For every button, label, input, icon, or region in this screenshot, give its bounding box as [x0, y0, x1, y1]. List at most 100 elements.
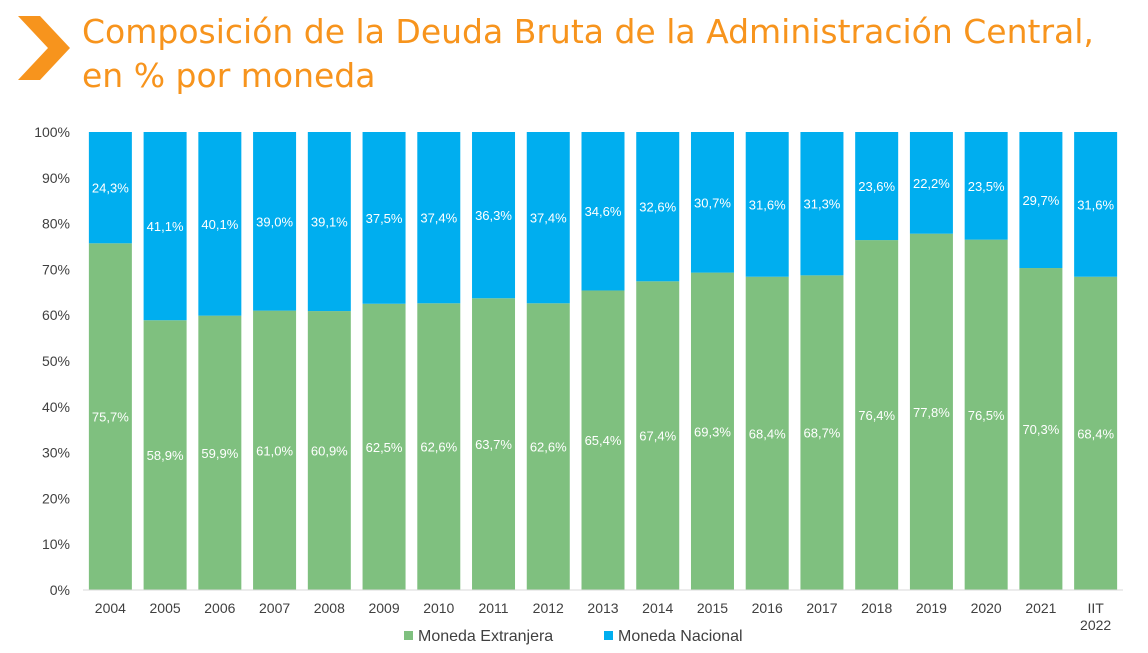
bar-nacional	[417, 132, 461, 304]
x-tick-label: IIT 2022	[1080, 600, 1111, 633]
bar-extranjera	[307, 311, 351, 590]
bar-extranjera	[526, 303, 570, 590]
x-tick-label: 2016	[752, 600, 783, 616]
data-label-nacional: 40,1%	[201, 217, 238, 232]
x-tick-label: 2019	[916, 600, 947, 616]
data-label-extranjera: 67,4%	[639, 429, 676, 444]
bar-nacional	[800, 132, 844, 276]
chart-title: Composición de la Deuda Bruta de la Admi…	[82, 12, 1094, 95]
data-label-nacional: 36,3%	[475, 208, 512, 223]
data-label-nacional: 39,1%	[311, 215, 348, 230]
y-tick-label: 0%	[50, 582, 70, 598]
bar-extranjera	[362, 303, 406, 590]
data-label-nacional: 31,6%	[749, 197, 786, 212]
data-label-nacional: 29,7%	[1022, 193, 1059, 208]
bar-nacional	[1019, 132, 1063, 269]
data-label-extranjera: 69,3%	[694, 424, 731, 439]
data-label-nacional: 23,5%	[968, 179, 1005, 194]
bar-extranjera	[690, 272, 734, 590]
y-tick-label: 70%	[42, 261, 70, 277]
y-tick-label: 40%	[42, 399, 70, 415]
bar-nacional	[855, 132, 899, 241]
bar-extranjera	[472, 298, 516, 590]
chevron-right-icon	[18, 16, 70, 80]
bar-extranjera	[198, 315, 242, 590]
y-tick-label: 50%	[42, 353, 70, 369]
data-label-extranjera: 62,5%	[366, 440, 403, 455]
legend-item-nacional: Moneda Nacional	[604, 628, 743, 646]
bar-extranjera	[143, 320, 187, 590]
data-label-nacional: 32,6%	[639, 200, 676, 215]
x-tick-label: 2008	[314, 600, 345, 616]
x-tick-label: 2018	[861, 600, 892, 616]
x-tick-label: 2004	[95, 600, 126, 616]
bar-nacional	[253, 132, 297, 311]
data-label-extranjera: 63,7%	[475, 437, 512, 452]
data-label-nacional: 37,5%	[366, 211, 403, 226]
data-label-extranjera: 76,4%	[858, 408, 895, 423]
bar-nacional	[88, 132, 132, 244]
y-tick-label: 10%	[42, 536, 70, 552]
data-label-extranjera: 77,8%	[913, 405, 950, 420]
data-label-nacional: 23,6%	[858, 179, 895, 194]
data-label-extranjera: 61,0%	[256, 443, 293, 458]
legend: Moneda Extranjera Moneda Nacional	[0, 628, 1148, 648]
bar-extranjera	[88, 243, 132, 590]
data-label-extranjera: 65,4%	[585, 433, 622, 448]
x-tick-label: 2021	[1025, 600, 1056, 616]
y-tick-label: 60%	[42, 307, 70, 323]
x-tick-label: 2007	[259, 600, 290, 616]
x-tick-label: 2011	[478, 600, 508, 616]
bar-nacional	[581, 132, 625, 291]
data-label-extranjera: 58,9%	[147, 448, 184, 463]
data-label-extranjera: 62,6%	[530, 440, 567, 455]
bar-extranjera	[964, 239, 1008, 590]
data-label-nacional: 24,3%	[92, 181, 129, 196]
data-label-extranjera: 68,7%	[804, 426, 841, 441]
data-label-extranjera: 75,7%	[92, 410, 129, 425]
x-tick-label: 2006	[204, 600, 235, 616]
data-label-nacional: 22,2%	[913, 176, 950, 191]
data-label-nacional: 30,7%	[694, 195, 731, 210]
bar-extranjera	[855, 240, 899, 590]
x-tick-label: 2009	[368, 600, 399, 616]
x-tick-label: 2010	[423, 600, 454, 616]
legend-label-extranjera: Moneda Extranjera	[418, 628, 554, 645]
y-tick-label: 90%	[42, 170, 70, 186]
legend-item-extranjera: Moneda Extranjera	[404, 628, 553, 646]
y-tick-label: 20%	[42, 490, 70, 506]
data-label-nacional: 37,4%	[420, 211, 457, 226]
x-tick-label: 2015	[697, 600, 728, 616]
bar-extranjera	[909, 233, 953, 590]
bar-nacional	[909, 132, 953, 234]
bar-nacional	[307, 132, 351, 312]
x-tick-label: 2014	[642, 600, 673, 616]
x-tick-label: 2005	[150, 600, 181, 616]
legend-label-nacional: Moneda Nacional	[618, 628, 743, 645]
data-label-nacional: 41,1%	[147, 219, 184, 234]
data-label-nacional: 31,6%	[1077, 197, 1114, 212]
bar-nacional	[143, 132, 187, 321]
data-label-nacional: 39,0%	[256, 214, 293, 229]
data-label-extranjera: 59,9%	[201, 446, 238, 461]
bar-nacional	[690, 132, 734, 273]
bar-extranjera	[581, 290, 625, 590]
data-label-nacional: 37,4%	[530, 211, 567, 226]
bar-nacional	[636, 132, 680, 282]
data-label-extranjera: 60,9%	[311, 444, 348, 459]
data-label-extranjera: 62,6%	[420, 440, 457, 455]
data-label-extranjera: 68,4%	[1077, 426, 1114, 441]
bar-nacional	[362, 132, 406, 304]
bar-extranjera	[417, 303, 461, 590]
x-tick-label: 2013	[587, 600, 618, 616]
data-label-extranjera: 68,4%	[749, 426, 786, 441]
bar-extranjera	[636, 281, 680, 590]
data-label-nacional: 31,3%	[804, 197, 841, 212]
y-tick-label: 80%	[42, 216, 70, 232]
legend-swatch-nacional	[604, 631, 613, 640]
bar-nacional	[745, 132, 789, 277]
bar-extranjera	[1074, 276, 1118, 590]
bar-extranjera	[253, 310, 297, 590]
y-tick-label: 100%	[34, 124, 70, 140]
